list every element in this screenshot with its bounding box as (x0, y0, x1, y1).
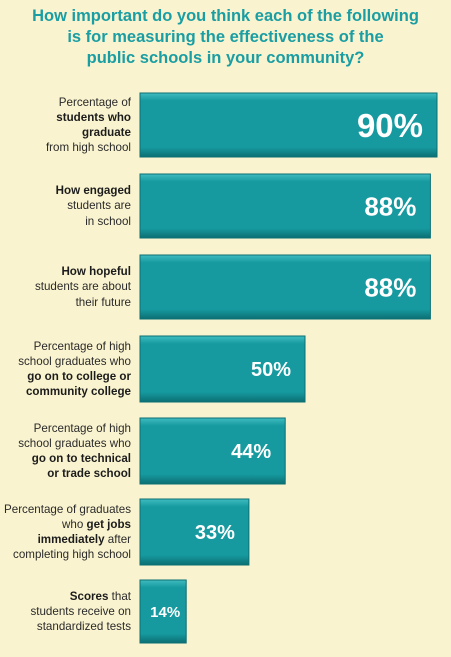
bar-value-label: 88% (364, 191, 416, 221)
category-label-text: school graduates who (18, 354, 131, 368)
bar-value-label: 90% (357, 107, 423, 144)
category-label-line: go on to college or (3, 369, 131, 384)
bar-value-label: 44% (231, 441, 271, 463)
category-label-line: go on to technical (3, 451, 131, 466)
category-label-text: school graduates who (18, 436, 131, 450)
category-label-bold-text: How engaged (55, 184, 131, 198)
category-label-line: students receive on (3, 604, 131, 619)
category-label-line: school graduates who (3, 354, 131, 369)
bar (139, 579, 187, 644)
category-label-text: students receive on (30, 604, 131, 618)
category-label-bold-text: go on to technical (31, 452, 131, 465)
category-label-bold-text: community college (25, 385, 131, 399)
category-label-bold-text: go on to college or (27, 370, 131, 383)
category-label: Percentage of graduates who get jobs immed… (3, 502, 131, 563)
chart-title-line: How important do you think each of the f… (32, 7, 419, 25)
bar (139, 173, 431, 239)
category-label-line: from high school (3, 140, 131, 155)
category-label: How engaged students are in school (3, 183, 131, 229)
category-label-bold-text: How hopeful (61, 265, 131, 279)
category-label-line: How hopeful (3, 264, 131, 279)
category-label-bold-text: get jobs (86, 517, 131, 531)
bar (139, 498, 250, 566)
category-label-line: their future (3, 295, 131, 310)
category-label-text: after (104, 533, 131, 546)
category-label-text: students are about (34, 280, 131, 294)
category-label-line: students who (3, 110, 131, 125)
category-label-text: Percentage of high (33, 421, 131, 435)
category-label-line: Scores that (3, 589, 131, 604)
category-label-bold-text: Scores (69, 589, 109, 603)
category-label-text: Percentage of high (33, 339, 131, 353)
category-label-text: who (62, 517, 87, 531)
category-label-line: graduate (3, 125, 131, 140)
category-label: Percentage of high school graduates who go… (3, 421, 131, 482)
category-label-line: Percentage of (3, 95, 131, 110)
category-label-text: their future (75, 295, 131, 309)
category-label-line: in school (3, 214, 131, 229)
category-label-line: students are (3, 198, 131, 213)
category-label: How hopeful students are about their futur… (3, 264, 131, 310)
category-label: Percentage of high school graduates who go… (3, 339, 131, 400)
category-label-line: Percentage of high (3, 339, 131, 354)
category-label-bold-text: students who (56, 110, 131, 124)
category-label-text: Percentage of (58, 95, 131, 109)
category-label-line: who get jobs (3, 517, 131, 532)
category-label-text: Percentage of graduates (4, 502, 131, 516)
category-label-line: school graduates who (3, 436, 131, 451)
category-label-text: students are (67, 199, 131, 213)
chart-title: How important do you think each of the f… (0, 6, 451, 69)
category-label-line: completing high school (3, 547, 131, 562)
bar (139, 92, 438, 158)
category-label: Scores that students receive on standardiz… (3, 589, 131, 635)
bar-value-label: 88% (364, 272, 416, 302)
category-label-bold-text: graduate (82, 126, 131, 139)
category-label-line: or trade school (3, 466, 131, 481)
category-label-text: completing high school (13, 548, 131, 562)
category-label-line: immediately after (3, 532, 131, 547)
category-label-line: How engaged (3, 183, 131, 198)
bar-value-label: 14% (150, 604, 180, 621)
category-label-text: that (108, 589, 131, 603)
category-label-text: from high school (45, 141, 131, 155)
category-label-bold-text: or trade school (47, 467, 131, 481)
bar-value-label: 50% (251, 359, 291, 381)
category-label-line: students are about (3, 279, 131, 294)
category-label-line: Percentage of graduates (3, 502, 131, 517)
category-label-text: in school (85, 214, 131, 228)
category-label: Percentage of students who graduate from hi… (3, 95, 131, 156)
category-label-line: Percentage of high (3, 421, 131, 436)
bar-value-label: 33% (195, 522, 235, 544)
category-label-bold-text: immediately (37, 533, 105, 546)
category-label-line: community college (3, 384, 131, 399)
category-label-text: standardized tests (36, 620, 131, 634)
category-label-line: standardized tests (3, 619, 131, 634)
bar (139, 254, 431, 320)
bar (139, 335, 306, 403)
chart-title-line: is for measuring the effectiveness of th… (67, 28, 384, 46)
bar (139, 417, 286, 485)
chart-title-line: public schools in your community? (86, 49, 365, 67)
